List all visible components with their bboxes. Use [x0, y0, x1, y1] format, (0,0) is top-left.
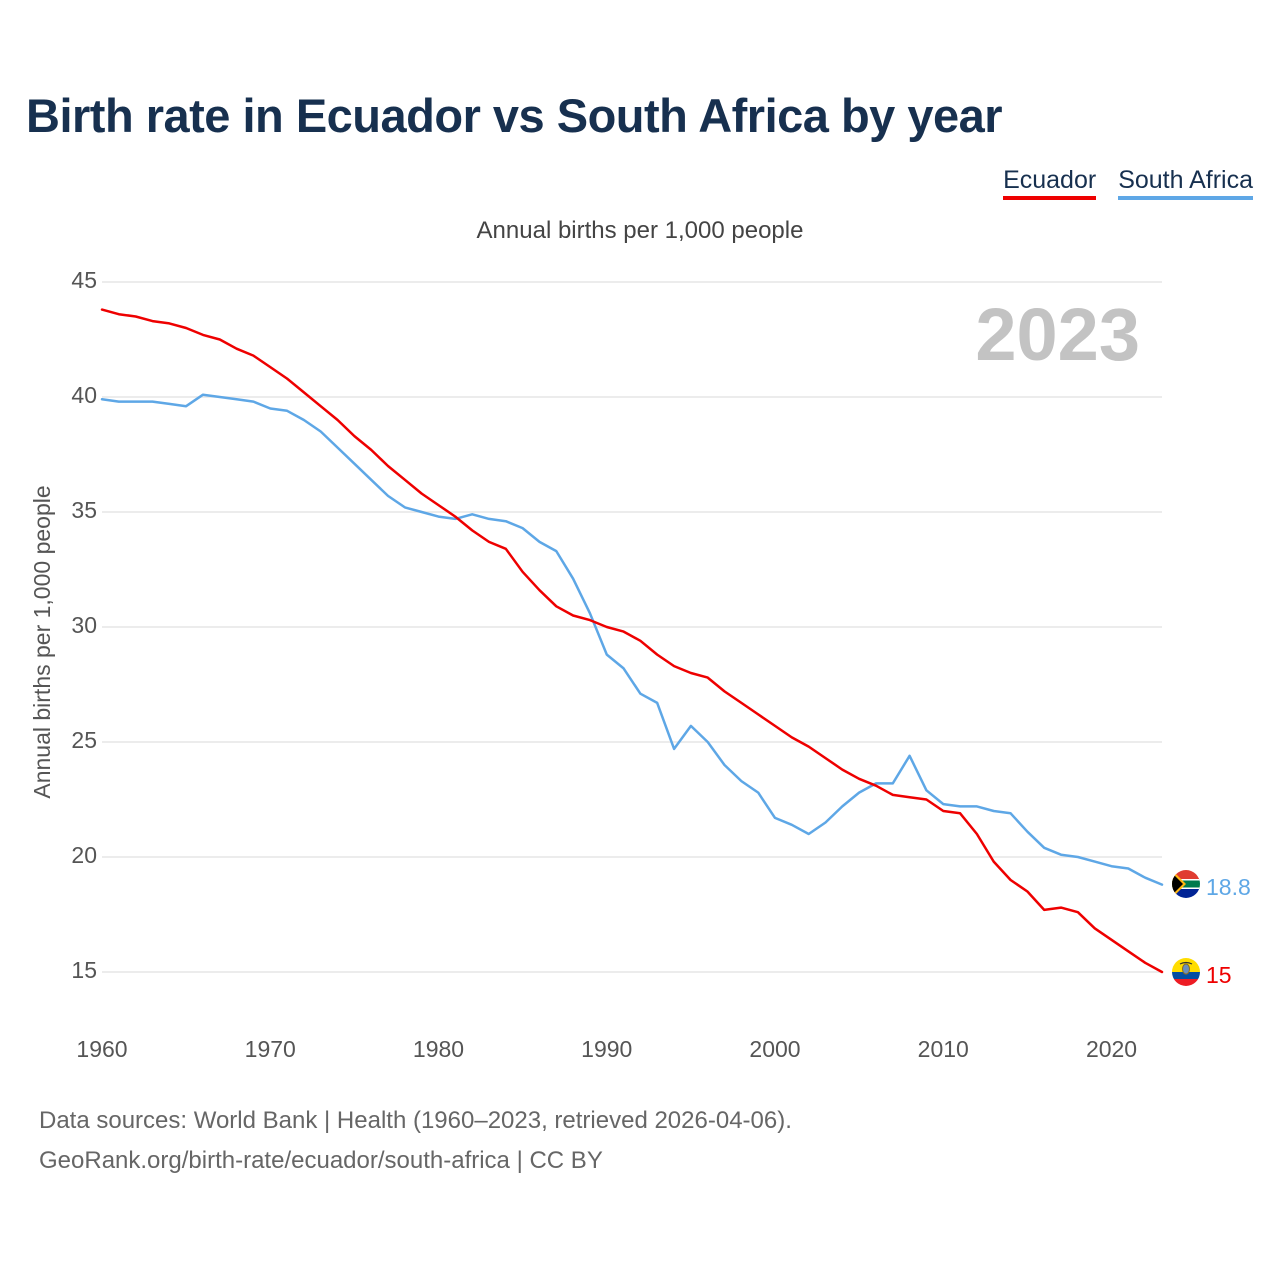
ecuador-end-value: 15	[1206, 962, 1232, 988]
line-chart: 15 20 25 30 35 40 45 1960 1970 1980 1990 2000 2010 2…	[29, 267, 1251, 1062]
south-africa-flag-icon	[1172, 870, 1200, 898]
y-axis-label: Annual births per 1,000 people	[29, 485, 55, 798]
series-line-ecuador[interactable]	[100, 308, 1164, 974]
y-tick-label-30: 30	[71, 612, 97, 638]
south-africa-end-value: 18.8	[1206, 874, 1251, 900]
y-tick-label-15: 15	[71, 957, 97, 983]
y-tick-label-25: 25	[71, 727, 97, 753]
legend: Ecuador South Africa	[1003, 166, 1253, 200]
x-tick-label-1980: 1980	[413, 1036, 464, 1062]
x-tick-label-1960: 1960	[76, 1036, 127, 1062]
x-tick-label-2010: 2010	[918, 1036, 969, 1062]
x-tick-label-1970: 1970	[245, 1036, 296, 1062]
series-lines	[100, 308, 1164, 974]
x-tick-label-1990: 1990	[581, 1036, 632, 1062]
series-line-south-africa[interactable]	[100, 393, 1164, 886]
current-year-label: 2023	[975, 293, 1140, 376]
footer-link[interactable]: GeoRank.org/birth-rate/ecuador/south-afr…	[39, 1147, 603, 1174]
x-tick-label-2020: 2020	[1086, 1036, 1137, 1062]
x-tick-label-2000: 2000	[749, 1036, 800, 1062]
legend-item-ecuador[interactable]: Ecuador	[1003, 166, 1097, 200]
y-tick-label-35: 35	[71, 497, 97, 523]
chart-subtitle: Annual births per 1,000 people	[476, 217, 804, 244]
footer-sources: Data sources: World Bank | Health (1960–…	[39, 1107, 792, 1134]
y-axis-ticks: 15 20 25 30 35 40 45	[71, 267, 97, 983]
gridlines	[102, 281, 1162, 973]
y-tick-label-20: 20	[71, 842, 97, 868]
ecuador-flag-icon	[1172, 958, 1200, 986]
chart-title: Birth rate in Ecuador vs South Africa by…	[26, 89, 1003, 142]
legend-item-south-africa[interactable]: South Africa	[1118, 166, 1253, 200]
y-tick-label-40: 40	[71, 382, 97, 408]
y-tick-label-45: 45	[71, 267, 97, 293]
x-axis-ticks: 1960 1970 1980 1990 2000 2010 2020	[76, 1036, 1137, 1062]
